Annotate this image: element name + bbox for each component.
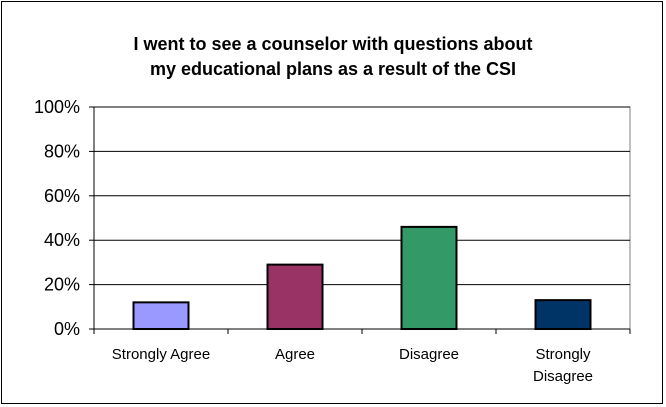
y-tick-label: 20% (44, 275, 80, 295)
x-tick-label: Disagree (533, 368, 593, 385)
plot-area (93, 106, 631, 330)
chart-title-line-2: my educational plans as a result of the … (149, 59, 517, 79)
x-tick-label: Agree (275, 346, 315, 363)
y-tick-label: 80% (44, 141, 80, 161)
chart-title-line-1: I went to see a counselor with questions… (133, 34, 533, 54)
chart-title: I went to see a counselor with questions… (0, 32, 666, 82)
x-tick-label: Strongly Agree (112, 346, 210, 363)
x-tick-label: Strongly (535, 346, 591, 363)
x-tick-label: Disagree (399, 346, 459, 363)
y-tick-label: 60% (44, 186, 80, 206)
y-tick-label: 0% (54, 319, 80, 339)
bar (534, 299, 592, 331)
y-tick-label: 40% (44, 230, 80, 250)
bar (132, 301, 190, 330)
bar (266, 263, 324, 330)
y-tick-label: 100% (34, 97, 80, 117)
bar (400, 225, 458, 331)
